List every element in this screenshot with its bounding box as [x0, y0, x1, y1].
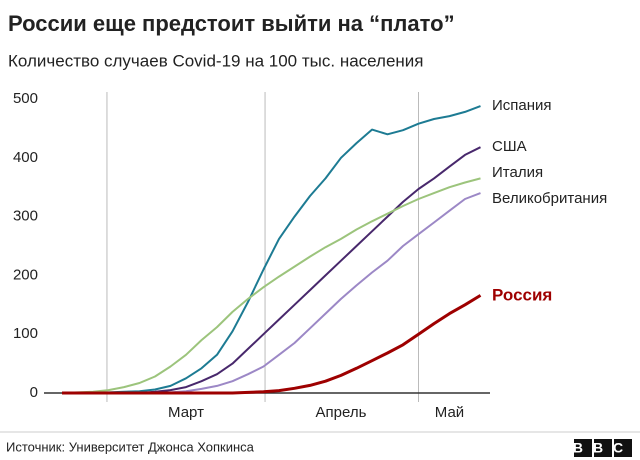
source: Источник: Университет Джонса Хопкинса — [6, 439, 255, 454]
x-tick-label: Май — [435, 404, 464, 421]
y-tick-label: 200 — [13, 266, 38, 283]
y-tick-label: 300 — [13, 208, 38, 225]
series-label: Великобритания — [492, 190, 607, 207]
x-tick-label: Март — [168, 404, 204, 421]
chart-subtitle: Количество случаев Covid-19 на 100 тыс. … — [8, 51, 424, 70]
series-line — [62, 146, 481, 394]
x-tick-label: Апрель — [316, 404, 367, 421]
y-tick-label: 0 — [30, 384, 38, 401]
logo-box — [614, 439, 632, 457]
y-tick-label: 500 — [13, 90, 38, 107]
series-label: Италия — [492, 164, 543, 181]
series-line — [61, 177, 481, 394]
y-tick-label: 100 — [13, 325, 38, 342]
logo: BBC — [573, 440, 633, 456]
series-label: Испания — [492, 97, 552, 114]
series-line — [62, 294, 482, 395]
logo-box — [594, 439, 612, 457]
series-line — [62, 192, 481, 394]
series-label: США — [492, 138, 527, 155]
logo-box — [574, 439, 592, 457]
series-label: Россия — [492, 285, 552, 304]
series-line — [62, 105, 481, 394]
y-tick-label: 400 — [13, 149, 38, 166]
chart-title: России еще предстоит выйти на “плато” — [8, 11, 455, 36]
